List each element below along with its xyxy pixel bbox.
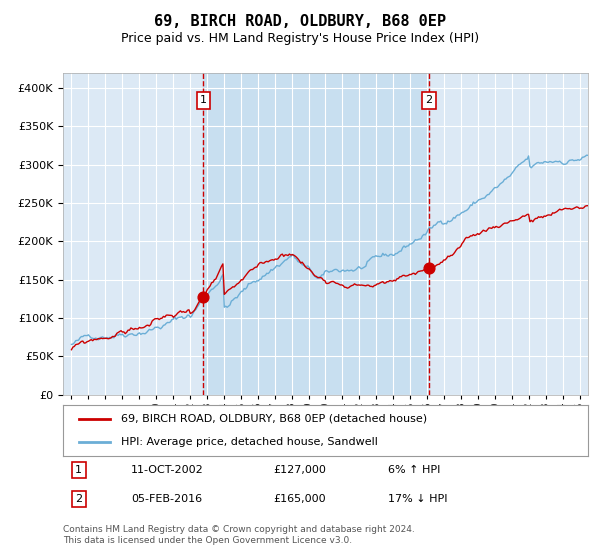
Text: 69, BIRCH ROAD, OLDBURY, B68 0EP: 69, BIRCH ROAD, OLDBURY, B68 0EP (154, 14, 446, 29)
Text: 1: 1 (75, 465, 82, 475)
Text: Price paid vs. HM Land Registry's House Price Index (HPI): Price paid vs. HM Land Registry's House … (121, 32, 479, 45)
Text: Contains HM Land Registry data © Crown copyright and database right 2024.
This d: Contains HM Land Registry data © Crown c… (63, 525, 415, 545)
Text: 17% ↓ HPI: 17% ↓ HPI (389, 494, 448, 504)
Text: 6% ↑ HPI: 6% ↑ HPI (389, 465, 441, 475)
Text: 2: 2 (425, 95, 432, 105)
Text: 2: 2 (75, 494, 82, 504)
Bar (203, 73, 428, 395)
Text: 69, BIRCH ROAD, OLDBURY, B68 0EP (detached house): 69, BIRCH ROAD, OLDBURY, B68 0EP (detach… (121, 414, 427, 424)
Point (424, 264, 433, 273)
Text: 05-FEB-2016: 05-FEB-2016 (131, 494, 202, 504)
Text: £165,000: £165,000 (273, 494, 326, 504)
Text: 1: 1 (200, 95, 207, 105)
Text: 11-OCT-2002: 11-OCT-2002 (131, 465, 204, 475)
Text: HPI: Average price, detached house, Sandwell: HPI: Average price, detached house, Sand… (121, 437, 377, 447)
Point (199, 293, 208, 302)
Text: £127,000: £127,000 (273, 465, 326, 475)
